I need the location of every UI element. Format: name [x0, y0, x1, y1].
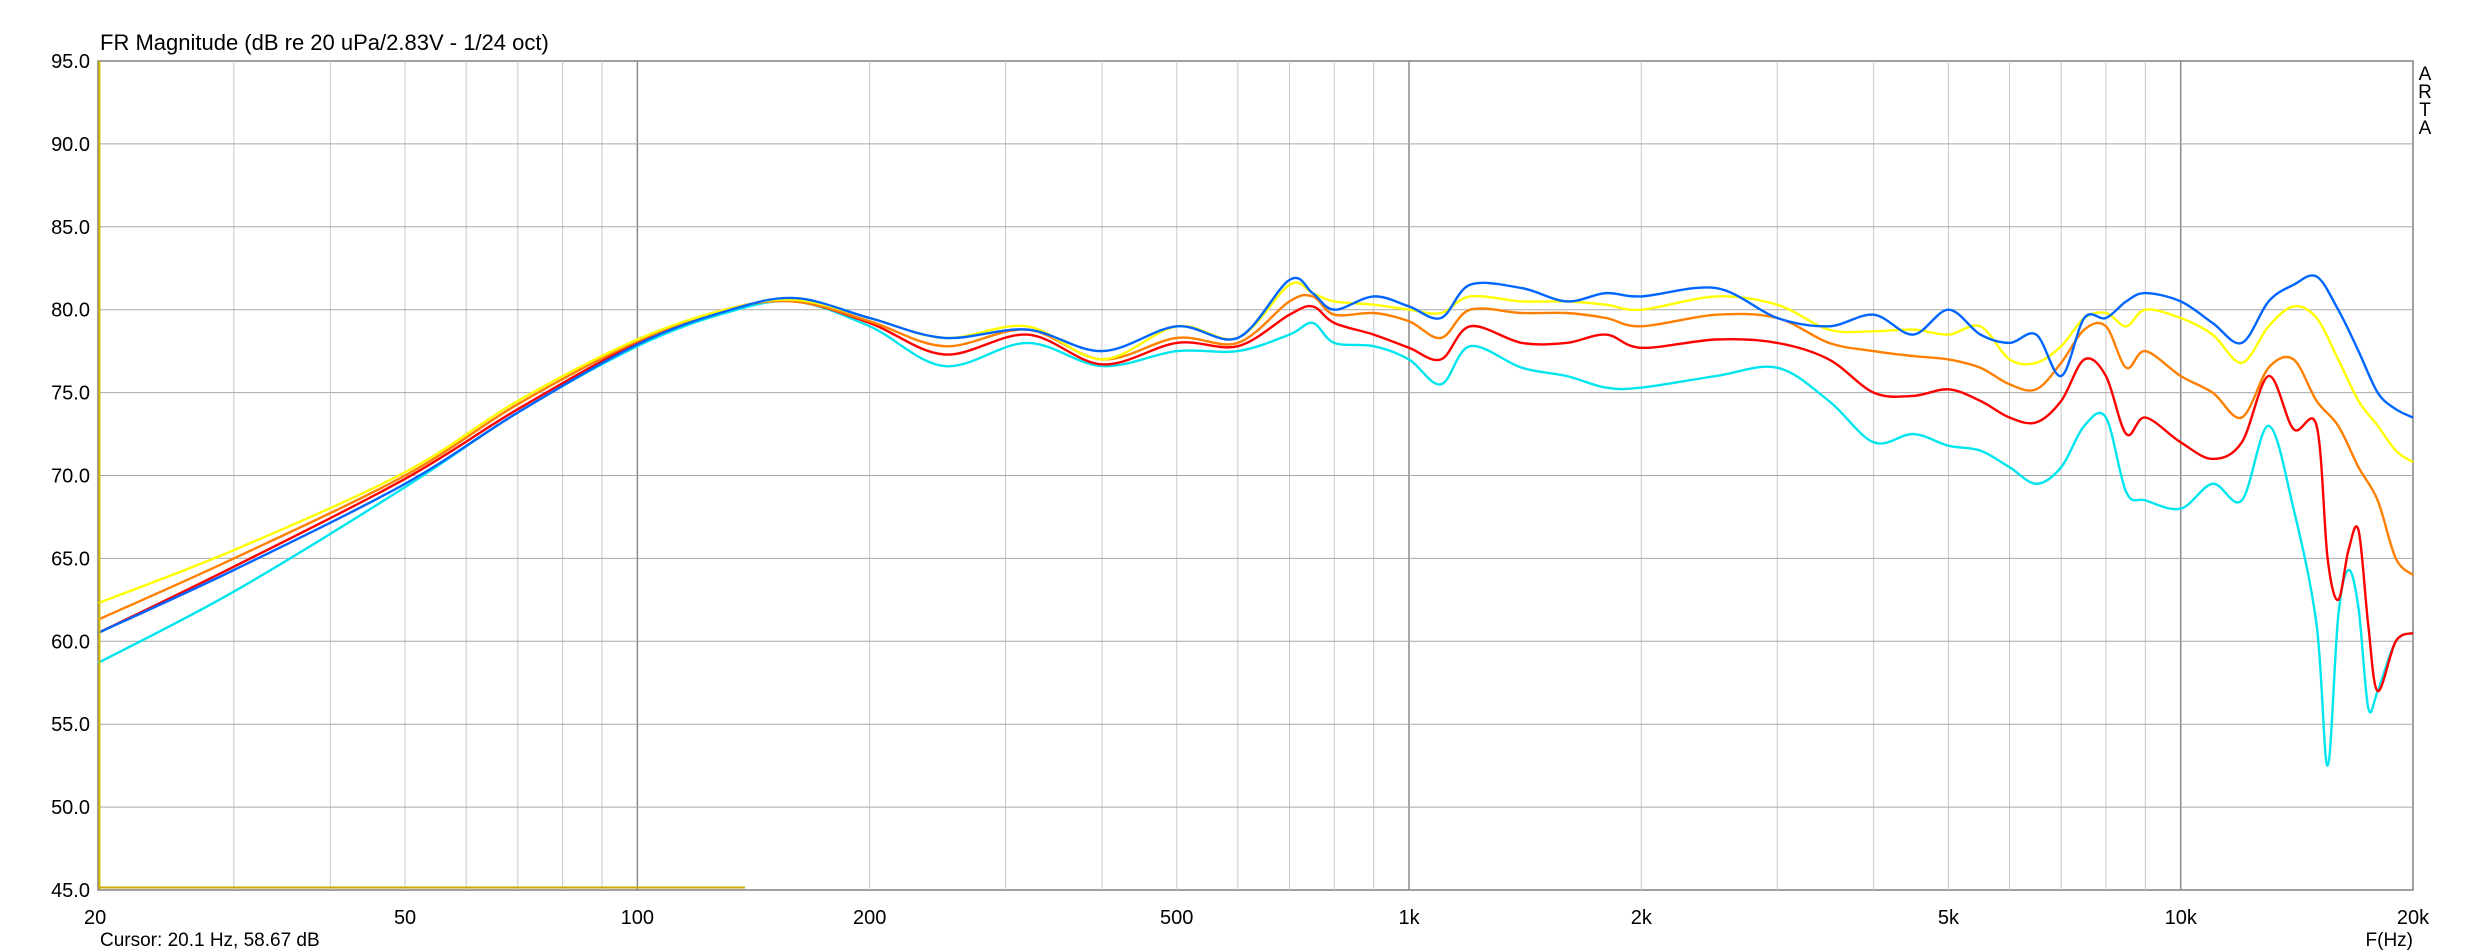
y-tick-label: 60.0 [51, 631, 90, 653]
tick-labels: 45.0 50.0 55.0 60.0 65.0 70.0 75.0 80.0 85.0 90.0… [51, 51, 2430, 929]
y-tick-label: 90.0 [51, 134, 90, 156]
y-tick-label: 50.0 [51, 797, 90, 819]
series-line [97, 299, 2414, 693]
x-tick-label: 500 [1160, 907, 1193, 929]
x-tick-label: 50 [394, 907, 416, 929]
brand-letter: A [2419, 64, 2432, 85]
series-line [97, 281, 2414, 605]
x-tick-label: 200 [853, 907, 886, 929]
y-tick-label: 75.0 [51, 383, 90, 405]
brand-letter: R [2418, 82, 2432, 103]
series-group [97, 274, 2414, 767]
y-tick-label: 95.0 [51, 51, 90, 73]
chart-title: FR Magnitude (dB re 20 uPa/2.83V - 1/24 … [100, 30, 549, 55]
brand-letter: A [2419, 118, 2432, 139]
x-tick-label: 1k [1398, 907, 1420, 929]
x-axis-label: F(Hz) [2366, 930, 2413, 950]
y-tick-label: 45.0 [51, 880, 90, 902]
x-tick-label: 100 [621, 907, 654, 929]
y-tick-label: 70.0 [51, 466, 90, 488]
y-tick-label: 65.0 [51, 548, 90, 570]
x-tick-label: 2k [1631, 907, 1653, 929]
series-line [97, 293, 2414, 621]
x-tick-label: 20k [2397, 907, 2430, 929]
x-tick-label: 20 [84, 907, 106, 929]
x-tick-label: 5k [1938, 907, 1960, 929]
y-tick-label: 85.0 [51, 217, 90, 239]
y-tick-label: 80.0 [51, 300, 90, 322]
cursor-readout: Cursor: 20.1 Hz, 58.67 dB [100, 930, 320, 950]
series-line [97, 299, 2414, 767]
y-tick-label: 55.0 [51, 714, 90, 736]
series-line [97, 274, 2414, 635]
grid [98, 61, 2413, 890]
brand-letter: T [2419, 100, 2431, 121]
x-tick-label: 10k [2165, 907, 2198, 929]
